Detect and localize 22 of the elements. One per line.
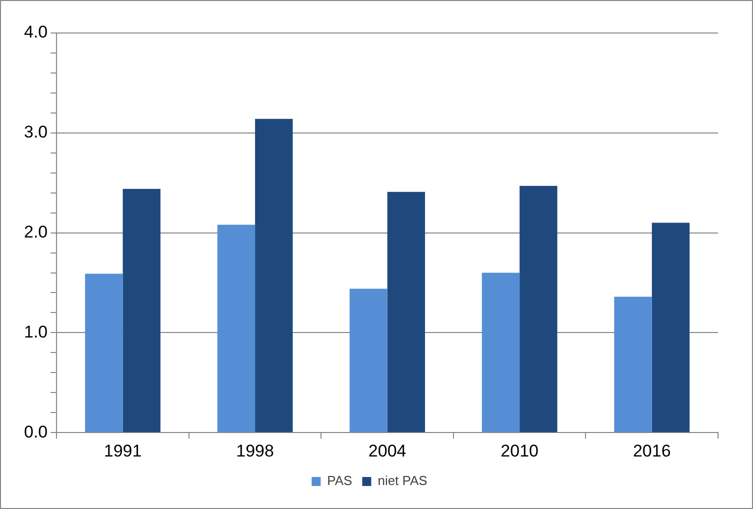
bar: [350, 288, 388, 432]
bar: [614, 296, 652, 432]
y-tick-label: 3.0: [24, 122, 48, 142]
y-tick-label: 2.0: [24, 222, 48, 242]
bar: [387, 192, 426, 432]
bar: [217, 224, 256, 432]
x-tick-label: 1991: [104, 441, 142, 460]
legend-label: niet PAS: [378, 473, 428, 488]
legend-label: PAS: [327, 473, 353, 488]
bar: [122, 188, 160, 432]
x-tick-label: 1998: [236, 441, 274, 460]
y-tick-label: 4.0: [24, 22, 48, 42]
x-tick-label: 2004: [368, 441, 406, 460]
bar: [482, 272, 520, 432]
bar: [85, 274, 123, 432]
x-tick-label: 2016: [632, 441, 671, 460]
bar: [652, 222, 690, 432]
x-tick-label: 2010: [500, 441, 539, 460]
y-tick-label: 1.0: [24, 322, 48, 342]
bar: [255, 118, 293, 432]
bar: [520, 186, 558, 432]
y-tick-label: 0.0: [24, 422, 48, 442]
